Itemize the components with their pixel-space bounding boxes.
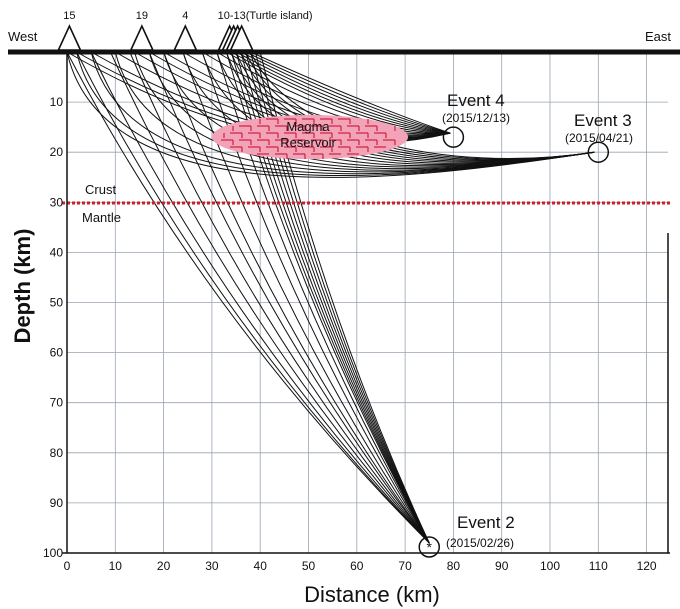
y-tick-label: 60	[50, 346, 64, 360]
reservoir-label-line2: Reservoir	[280, 135, 336, 150]
x-tick-label: 120	[637, 559, 657, 573]
ray-path-event4	[235, 51, 451, 134]
ray-path-event2	[201, 51, 430, 544]
x-tick-label: 90	[495, 559, 509, 573]
events: Event 4(2015/12/13) Event 3(2015/04/21) * E…	[418, 91, 633, 558]
station-triangle-icon	[173, 24, 198, 51]
x-tick-label: 30	[205, 559, 219, 573]
west-label: West	[8, 29, 38, 44]
asterisk-icon: *	[427, 539, 433, 555]
y-axis-label: Depth (km)	[10, 229, 35, 344]
ray-path-event2	[129, 51, 430, 544]
ray-path-event2	[110, 51, 430, 544]
y-tick-label: 80	[50, 446, 64, 460]
ray-path-event2	[66, 51, 430, 544]
magma-reservoir: Magma Reservoir	[212, 115, 408, 159]
y-tick-label: 100	[43, 546, 63, 560]
y-tick-label: 40	[50, 245, 64, 259]
station-label: 4	[182, 10, 188, 22]
mantle-label: Mantle	[82, 210, 121, 225]
ray-path-event2	[182, 51, 430, 544]
y-tick-label: 10	[50, 95, 64, 109]
event-name: Event 2	[457, 513, 515, 532]
y-tick-label: 50	[50, 296, 64, 310]
station-triangle-icon	[229, 24, 254, 51]
event-date: (2015/04/21)	[565, 131, 633, 145]
x-tick-label: 110	[589, 559, 608, 573]
ray-path-event4	[245, 51, 451, 134]
ray-path-event2	[163, 51, 430, 544]
reservoir-brick-pattern	[221, 118, 396, 159]
x-tick-label: 0	[64, 559, 71, 573]
station-label: 15	[63, 10, 75, 22]
event-marker	[442, 126, 465, 148]
y-tick-label: 30	[50, 195, 64, 209]
event-name: Event 3	[574, 111, 632, 130]
station-label: 19	[136, 10, 148, 22]
ray-path-event4	[240, 51, 451, 134]
event-date: (2015/12/13)	[442, 111, 510, 125]
x-axis-label: Distance (km)	[304, 582, 440, 607]
station-triangle-icon	[57, 24, 82, 51]
y-tick-label: 70	[50, 396, 64, 410]
ray-path-event4	[201, 51, 451, 134]
axis-ticks: 0 10 20 30 40 50 60 70 80 90 100 110 120 10 20 30 40 50 60…	[43, 95, 657, 573]
x-tick-label: 100	[540, 559, 560, 573]
x-tick-label: 50	[302, 559, 316, 573]
x-tick-label: 40	[254, 559, 268, 573]
ray-path-event2	[76, 51, 430, 544]
reservoir-label-line1: Magma	[286, 119, 330, 134]
x-tick-label: 20	[157, 559, 171, 573]
event-name: Event 4	[447, 91, 505, 110]
crust-label: Crust	[85, 182, 116, 197]
event-marker	[587, 141, 610, 163]
x-tick-label: 10	[109, 559, 123, 573]
ray-path-event4	[250, 51, 451, 134]
x-tick-label: 80	[447, 559, 461, 573]
ray-path-event2	[148, 51, 430, 544]
y-tick-label: 90	[50, 496, 64, 510]
event-date: (2015/02/26)	[446, 536, 514, 550]
east-label: East	[645, 29, 671, 44]
ray-path-event4	[230, 51, 451, 134]
ray-path-event2	[90, 51, 430, 544]
ray-path-event4	[226, 51, 451, 134]
event-marker	[418, 536, 440, 558]
x-tick-label: 70	[398, 559, 412, 573]
station-triangle-icon	[129, 24, 155, 51]
x-tick-label: 60	[350, 559, 364, 573]
station-label: 10-13(Turtle island)	[218, 10, 313, 22]
stations: 15 19 4 10-13(Turtle island)	[57, 10, 313, 51]
y-tick-label: 20	[50, 145, 64, 159]
